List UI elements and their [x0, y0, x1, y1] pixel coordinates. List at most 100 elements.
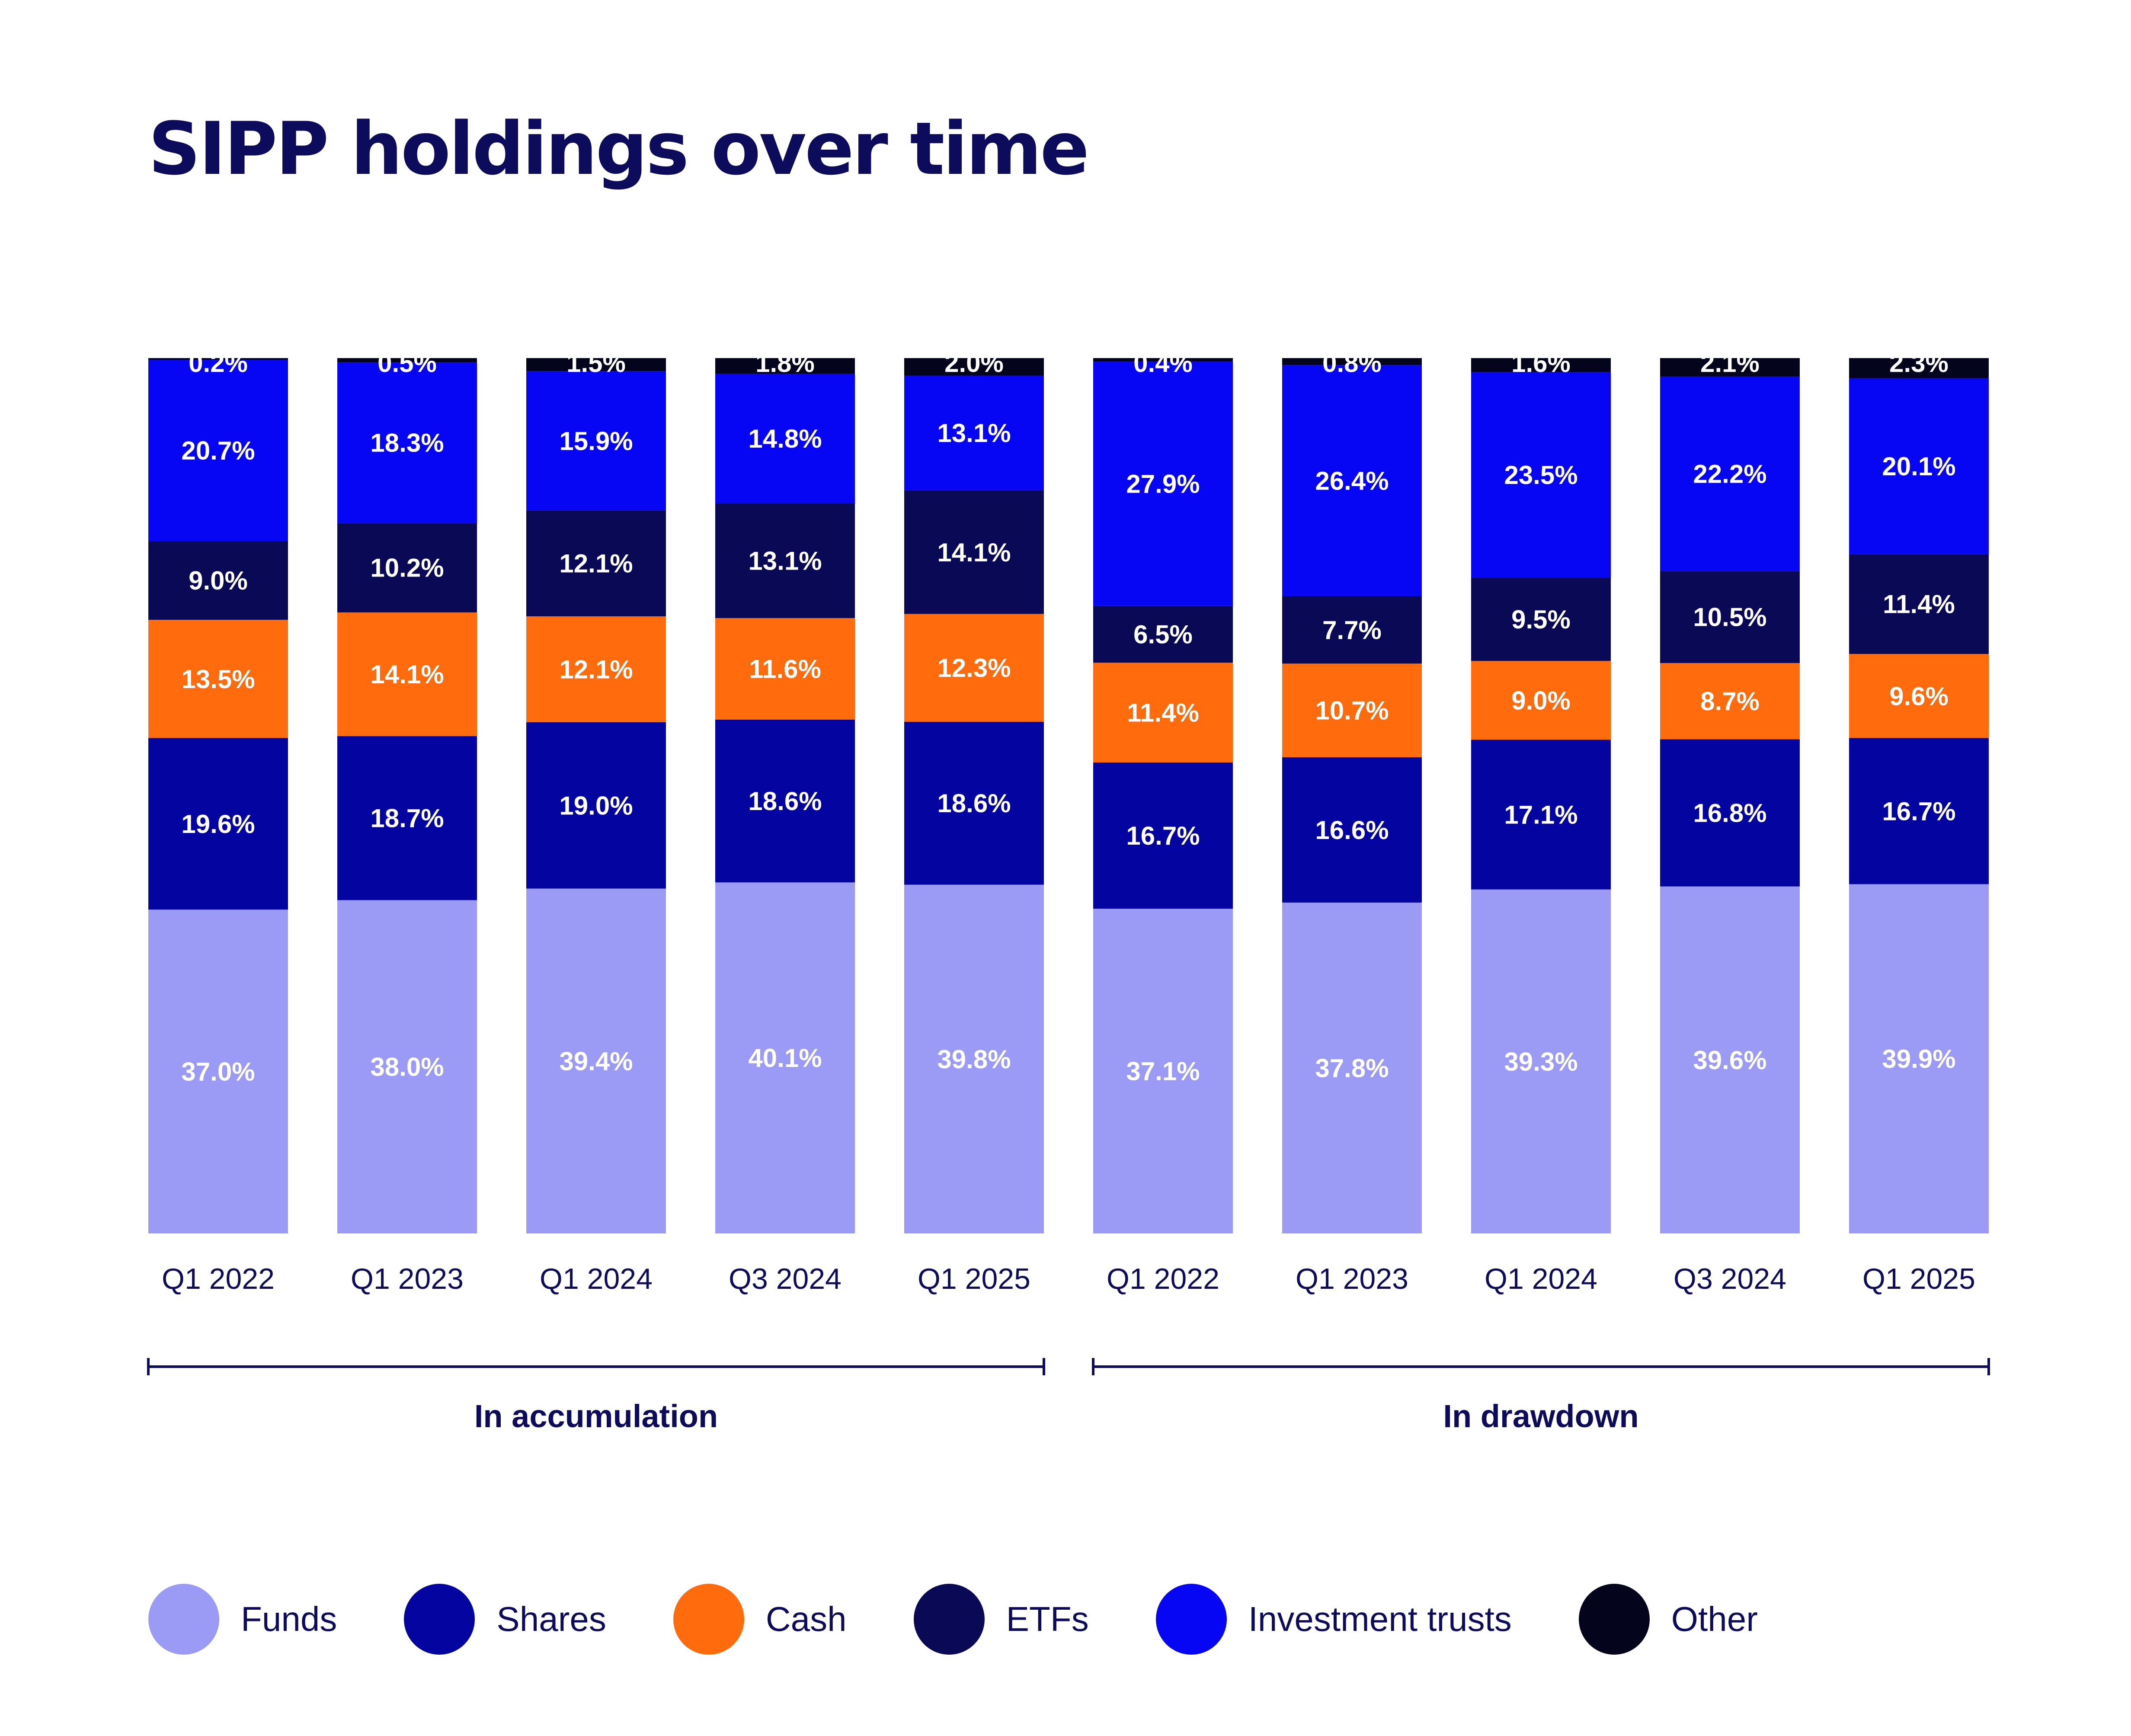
x-tick-label: Q3 2024 [729, 1262, 842, 1295]
bar-segment-funds [1660, 886, 1800, 1233]
x-tick-label: Q1 2023 [351, 1262, 464, 1295]
legend-swatch [913, 1584, 985, 1655]
data-label-shares: 18.7% [370, 804, 444, 833]
bar-segment-other [1660, 358, 1800, 377]
data-label-investment-trusts: 23.5% [1504, 461, 1577, 490]
data-label-investment-trusts: 15.9% [559, 426, 633, 455]
data-label-funds: 37.0% [181, 1057, 255, 1086]
legend-label: Cash [765, 1600, 847, 1638]
bar-segment-etfs [1282, 596, 1422, 664]
data-label-shares: 16.6% [1315, 816, 1389, 845]
data-label-other: 1.5% [566, 349, 626, 378]
data-label-funds: 37.8% [1315, 1054, 1389, 1083]
legend-label: Investment trusts [1248, 1600, 1512, 1638]
data-label-shares: 16.7% [1126, 821, 1200, 850]
bar-segment-etfs [148, 541, 288, 620]
bar-segment-cash [526, 616, 666, 722]
bar-segment-cash [1282, 663, 1422, 757]
data-label-cash: 9.0% [1511, 686, 1571, 715]
legend-item-etfs: ETFs [913, 1584, 1089, 1655]
x-tick-label: Q1 2024 [540, 1262, 653, 1295]
bar-segment-etfs [526, 510, 666, 617]
bar-segment-investment-trusts [1471, 372, 1611, 578]
data-label-funds: 39.8% [937, 1045, 1011, 1074]
legend-swatch [148, 1584, 219, 1655]
bar-segment-other [526, 358, 666, 372]
data-label-cash: 11.4% [1127, 698, 1199, 727]
data-label-cash: 13.5% [181, 665, 255, 694]
data-label-investment-trusts: 20.7% [181, 436, 255, 465]
bar-segment-funds [1849, 884, 1989, 1233]
bar-segment-investment-trusts [337, 362, 477, 523]
bar-segment-etfs [1093, 605, 1233, 663]
legend-item-other: Other [1578, 1584, 1758, 1655]
bar-segment-cash [715, 618, 855, 720]
bar-segment-investment-trusts [715, 374, 855, 503]
bar-segment-investment-trusts [1660, 376, 1800, 571]
data-label-other: 2.0% [944, 349, 1004, 378]
data-label-investment-trusts: 27.9% [1126, 469, 1200, 498]
bar-segment-investment-trusts [1282, 365, 1422, 596]
x-tick-label: Q1 2023 [1296, 1262, 1408, 1295]
bar-segment-shares [715, 719, 855, 883]
legend-label: Shares [496, 1600, 606, 1638]
legend-item-investment-trusts: Investment trusts [1155, 1584, 1512, 1655]
x-tick-label: Q3 2024 [1673, 1262, 1786, 1295]
data-label-funds: 39.9% [1882, 1044, 1955, 1073]
data-label-shares: 17.1% [1504, 801, 1577, 830]
data-label-cash: 8.7% [1700, 687, 1760, 716]
bar-segment-shares [1660, 739, 1800, 887]
data-label-shares: 16.7% [1882, 797, 1955, 826]
bar-segment-cash [148, 620, 288, 738]
legend-item-cash: Cash [673, 1584, 847, 1655]
bar-segment-etfs [337, 523, 477, 613]
data-label-shares: 19.6% [181, 810, 255, 839]
data-label-etfs: 14.1% [937, 538, 1011, 567]
data-label-etfs: 6.5% [1133, 620, 1193, 649]
bar-segment-funds [1093, 909, 1233, 1233]
x-tick-label: Q1 2025 [918, 1262, 1030, 1295]
data-label-etfs: 9.0% [189, 566, 248, 595]
legend-item-shares: Shares [404, 1584, 606, 1655]
bar-segment-shares [337, 736, 477, 900]
bar-segment-etfs [1660, 571, 1800, 663]
bar-segment-cash [337, 612, 477, 737]
data-label-funds: 39.3% [1504, 1047, 1577, 1076]
legend-item-funds: Funds [148, 1584, 337, 1655]
bar-segment-funds [1471, 889, 1611, 1233]
data-label-etfs: 9.5% [1511, 605, 1571, 634]
x-tick-label: Q1 2022 [1107, 1262, 1219, 1295]
legend-swatch [1155, 1584, 1227, 1655]
legend-swatch [1578, 1584, 1650, 1655]
bar-segment-funds [1282, 902, 1422, 1233]
bar-segment-shares [904, 721, 1044, 885]
data-label-cash: 12.3% [937, 653, 1011, 682]
bar-segment-funds [148, 910, 288, 1233]
data-label-cash: 9.6% [1889, 682, 1949, 711]
bar-segment-investment-trusts [526, 371, 666, 511]
data-label-other: 0.4% [1133, 349, 1193, 378]
bar-segment-other [715, 358, 855, 374]
data-label-funds: 39.6% [1693, 1046, 1766, 1075]
data-label-funds: 37.1% [1126, 1057, 1200, 1086]
data-label-funds: 39.4% [559, 1047, 633, 1076]
bar-segment-funds [337, 900, 477, 1233]
x-tick-label: Q1 2022 [162, 1262, 275, 1295]
data-label-shares: 18.6% [748, 787, 822, 816]
x-tick-label: Q1 2024 [1485, 1262, 1597, 1295]
group-label-in-drawdown: In drawdown [1443, 1398, 1638, 1434]
group-label-in-accumulation: In accumulation [474, 1398, 718, 1434]
bar-segment-cash [1093, 663, 1233, 763]
data-label-other: 0.5% [378, 349, 437, 378]
legend-label: Funds [241, 1600, 337, 1638]
bar-segment-other [1093, 358, 1233, 362]
data-label-etfs: 13.1% [748, 547, 822, 576]
bar-segment-other [1849, 358, 1989, 378]
data-label-investment-trusts: 13.1% [937, 419, 1011, 448]
data-label-cash: 14.1% [370, 660, 444, 689]
bar-segment-investment-trusts [148, 360, 288, 541]
legend-label: ETFs [1006, 1600, 1089, 1638]
bar-segment-cash [904, 614, 1044, 722]
legend-label: Other [1671, 1600, 1758, 1638]
